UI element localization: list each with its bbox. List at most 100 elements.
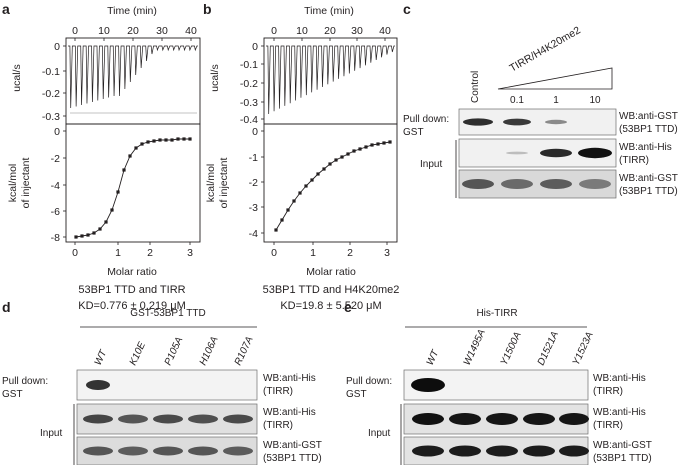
band xyxy=(559,445,589,457)
band xyxy=(153,414,183,424)
band xyxy=(118,446,148,456)
panel-d-wb-2a: WB:anti-His xyxy=(263,407,316,418)
band xyxy=(449,445,481,457)
panel-d-header: GST-53BP1 TTD xyxy=(130,308,205,319)
panel-c-pulldown-1: Pull down: xyxy=(403,114,449,125)
panel-b-time-label: Time (min) xyxy=(304,5,354,17)
data-point xyxy=(134,146,138,150)
panel-d: d GST-53BP1 TTD WT K10E P105A H106A R107… xyxy=(2,299,322,465)
tick: 20 xyxy=(324,25,336,37)
panel-b-bottom-ylabel-2: of injectant xyxy=(218,158,230,209)
panel-e-wb-2a: WB:anti-His xyxy=(593,407,646,418)
panel-e-input: Input xyxy=(368,428,390,439)
band xyxy=(153,446,183,456)
panel-a-caption-2: KD=0.776 ± 0.219 μM xyxy=(78,300,185,312)
panel-e-lane: WT xyxy=(425,348,442,368)
band xyxy=(188,414,218,424)
band xyxy=(412,445,444,457)
data-point xyxy=(98,227,102,231)
panel-b-points xyxy=(274,140,392,232)
data-point xyxy=(128,154,132,158)
tick: 3 xyxy=(384,247,390,259)
tick: -0.3 xyxy=(42,111,60,123)
band xyxy=(501,179,533,189)
tick: 0 xyxy=(271,247,277,259)
band xyxy=(503,118,531,126)
panel-b-caption-2: KD=19.8 ± 5.520 μM xyxy=(280,300,381,312)
tick: 3 xyxy=(187,247,193,259)
panel-a-isotherm-frame xyxy=(65,123,201,243)
data-point xyxy=(122,168,126,172)
panel-d-wb-3a: WB:anti-GST xyxy=(263,440,322,451)
tick: 1 xyxy=(115,247,121,259)
data-point xyxy=(140,142,144,146)
panel-c-wb-1b: (53BP1 TTD) xyxy=(619,124,678,135)
data-point xyxy=(86,233,90,237)
band xyxy=(86,380,110,390)
data-point xyxy=(298,191,302,195)
band xyxy=(486,445,518,457)
panel-d-lane: K10E xyxy=(128,340,148,367)
panel-d-lane: R107A xyxy=(233,335,256,368)
panel-c-wb-2a: WB:anti-His xyxy=(619,142,672,153)
band xyxy=(449,413,481,425)
band xyxy=(223,446,253,456)
data-point xyxy=(176,137,180,141)
data-point xyxy=(158,138,162,142)
panel-a-points xyxy=(74,137,192,239)
data-point xyxy=(382,141,386,145)
tick: 10 xyxy=(296,25,308,37)
data-point xyxy=(310,178,314,182)
tick: 0 xyxy=(252,41,258,53)
data-point xyxy=(334,158,338,162)
data-point xyxy=(328,162,332,166)
panel-c-label: c xyxy=(403,1,411,17)
panel-e-wb-3a: WB:anti-GST xyxy=(593,440,652,451)
panel-a-fit-curve xyxy=(75,138,190,238)
band xyxy=(412,413,444,425)
data-point xyxy=(322,167,326,171)
panel-c-pulldown-2: GST xyxy=(403,127,424,138)
panel-a-label: a xyxy=(2,1,10,17)
panel-a-top-ticks: 0 10 20 30 40 xyxy=(72,25,197,37)
band xyxy=(559,413,589,425)
data-point xyxy=(346,152,350,156)
tick: -0.2 xyxy=(240,78,258,90)
tick: 0 xyxy=(72,247,78,259)
panel-b-xlabel: Molar ratio xyxy=(306,266,356,278)
tick: 0 xyxy=(72,25,78,37)
panel-e: e His-TIRR WT W1495A Y1500A D1521A Y1523… xyxy=(344,299,652,465)
band xyxy=(523,445,555,457)
band xyxy=(83,446,113,456)
panel-d-input: Input xyxy=(40,428,62,439)
panel-e-lane: Y1523A xyxy=(571,330,596,367)
data-point xyxy=(110,208,114,212)
panel-d-lane: WT xyxy=(93,348,110,368)
data-point xyxy=(358,147,362,151)
data-point xyxy=(152,139,156,143)
panel-b-isotherm-frame xyxy=(263,123,398,243)
panel-e-wb-3b: (53BP1 TTD) xyxy=(593,453,652,464)
panel-d-lane: H106A xyxy=(198,335,221,368)
panel-a-top-ylabel: ucal/s xyxy=(11,64,23,91)
data-point xyxy=(376,142,380,146)
panel-c-wb-3a: WB:anti-GST xyxy=(619,173,678,184)
data-point xyxy=(292,199,296,203)
data-point xyxy=(352,149,356,153)
panel-c-input: Input xyxy=(420,159,442,170)
panel-e-lane: D1521A xyxy=(536,330,561,368)
tick: 1 xyxy=(310,247,316,259)
data-point xyxy=(116,190,120,194)
panel-e-lane: W1495A xyxy=(462,328,488,368)
panel-d-wb-1a: WB:anti-His xyxy=(263,373,316,384)
panel-a-thermogram-trace xyxy=(68,45,198,109)
panel-e-wb-1a: WB:anti-His xyxy=(593,373,646,384)
data-point xyxy=(364,145,368,149)
data-point xyxy=(340,155,344,159)
panel-d-wb-2b: (TIRR) xyxy=(263,420,293,431)
panel-c: c TIRR/H4K20me2 Control 0.1 1 10 Pull do… xyxy=(403,1,678,199)
tick: -3 xyxy=(249,202,258,214)
panel-c-wb-2b: (TIRR) xyxy=(619,155,649,166)
panel-c-wb-3b: (53BP1 TTD) xyxy=(619,186,678,197)
panel-a-time-label: Time (min) xyxy=(107,5,157,17)
